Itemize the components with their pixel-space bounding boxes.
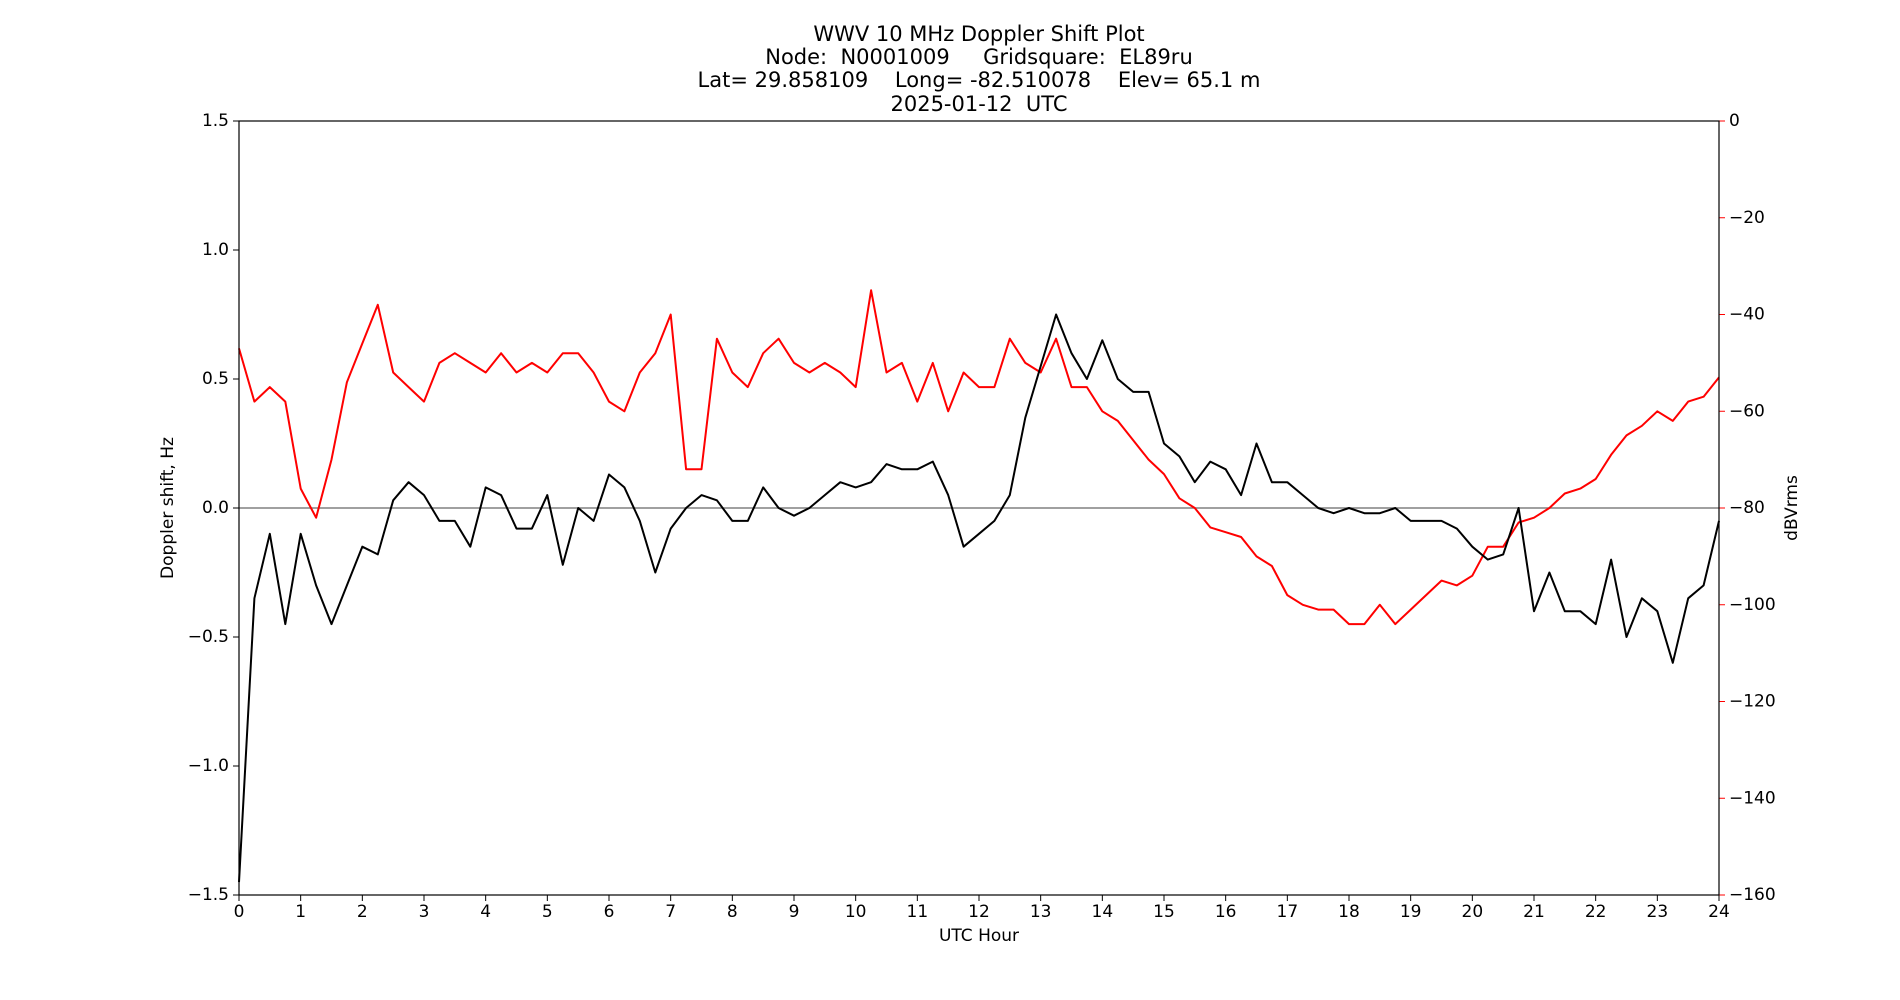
x-tick-label: 24 (1708, 902, 1730, 922)
y2-tick-label: −40 (1729, 305, 1765, 325)
y-tick-label: 0.5 (202, 369, 229, 389)
x-tick-label: 23 (1647, 902, 1669, 922)
x-tick-label: 0 (234, 902, 245, 922)
x-tick-label: 13 (1030, 902, 1052, 922)
y-tick-label: −1.5 (188, 885, 229, 905)
chart-subtitle: 2025-01-12 UTC (890, 92, 1067, 116)
y2-axis-label: dBVrms (1782, 475, 1802, 541)
x-tick-label: 16 (1215, 902, 1237, 922)
y2-tick-label: −120 (1729, 692, 1776, 712)
chart-title: WWV 10 MHz Doppler Shift Plot (813, 22, 1144, 46)
x-tick-label: 14 (1092, 902, 1114, 922)
data-line (238, 313, 1720, 883)
x-tick-label: 20 (1462, 902, 1484, 922)
x-tick-label: 9 (789, 902, 800, 922)
y2-tick-label: 0 (1729, 111, 1740, 131)
x-tick-label: 4 (480, 902, 491, 922)
x-tick-label: 17 (1277, 902, 1299, 922)
y2-tick-label: −100 (1729, 595, 1776, 615)
y-axis-label: Doppler shift, Hz (158, 437, 178, 579)
y2-tick-label: −80 (1729, 498, 1765, 518)
x-tick-label: 5 (542, 902, 553, 922)
x-tick-label: 15 (1153, 902, 1175, 922)
chart-subtitle: Lat= 29.858109 Long= -82.510078 Elev= 65… (698, 68, 1261, 92)
y2-tick-label: −20 (1729, 208, 1765, 228)
x-tick-label: 18 (1338, 902, 1360, 922)
x-tick-label: 10 (845, 902, 867, 922)
x-tick-label: 22 (1585, 902, 1607, 922)
y-tick-label: −0.5 (188, 627, 229, 647)
x-tick-label: 6 (604, 902, 615, 922)
x-tick-label: 7 (665, 902, 676, 922)
x-tick-label: 21 (1523, 902, 1545, 922)
y2-tick-label: −140 (1729, 788, 1776, 808)
y2-tick-label: −60 (1729, 401, 1765, 421)
x-tick-label: 8 (727, 902, 738, 922)
x-tick-label: 2 (357, 902, 368, 922)
y-tick-label: 0.0 (202, 498, 229, 518)
y-tick-label: 1.5 (202, 111, 229, 131)
x-tick-label: 11 (907, 902, 929, 922)
x-axis-label: UTC Hour (939, 926, 1019, 946)
x-tick-label: 12 (968, 902, 990, 922)
plot-frame (238, 120, 1720, 896)
x-tick-label: 19 (1400, 902, 1422, 922)
x-tick-label: 3 (419, 902, 430, 922)
data-line (238, 289, 1720, 626)
y2-tick-label: −160 (1729, 885, 1776, 905)
y-tick-label: −1.0 (188, 756, 229, 776)
y-tick-label: 1.0 (202, 240, 229, 260)
chart-subtitle: Node: N0001009 Gridsquare: EL89ru (765, 45, 1193, 69)
x-tick-label: 1 (295, 902, 306, 922)
